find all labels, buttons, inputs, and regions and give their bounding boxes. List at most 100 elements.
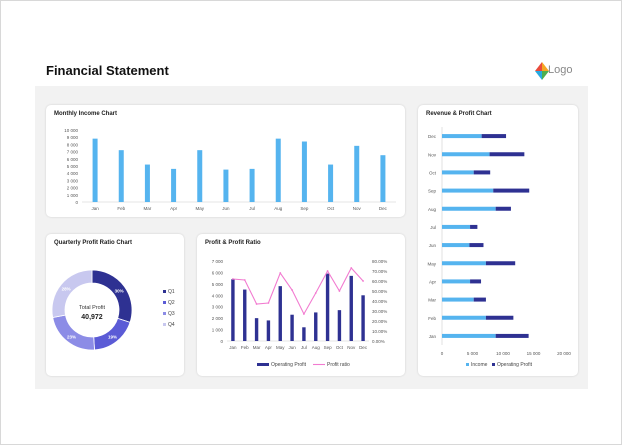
x-tick-label: Jan bbox=[229, 345, 237, 350]
bar bbox=[349, 275, 353, 341]
line-point bbox=[314, 292, 317, 294]
x-tick-label: Dec bbox=[379, 206, 388, 211]
legend-label: Operating Profit bbox=[497, 362, 533, 368]
bar bbox=[325, 273, 330, 341]
x-tick-label: 10 000 bbox=[496, 351, 510, 356]
y2-tick-label: 70.00% bbox=[372, 269, 387, 274]
slice-label: 28% bbox=[62, 287, 71, 292]
profit-ratio-title: Profit & Profit Ratio bbox=[205, 240, 261, 246]
bar bbox=[223, 169, 229, 202]
x-tick-label: Apr bbox=[170, 206, 178, 211]
x-tick-label: Jul bbox=[301, 345, 307, 350]
y-tick-label: 7 000 bbox=[212, 259, 224, 264]
quarterly-profit-card: Quarterly Profit Ratio Chart 30% 19% 23% 28… bbox=[46, 234, 184, 376]
monthly-income-card: Monthly Income Chart 0 1 000 2 000 3 000 4 0… bbox=[46, 105, 405, 217]
bar bbox=[380, 155, 386, 202]
profit-bar bbox=[485, 315, 514, 320]
profit-bar bbox=[469, 243, 484, 248]
line-point bbox=[338, 290, 341, 292]
y-tick-label: 4 000 bbox=[212, 293, 224, 298]
y2-tick-label: 40.00% bbox=[372, 299, 387, 304]
y-tick-label: Jan bbox=[429, 334, 437, 339]
bar bbox=[314, 312, 318, 341]
x-tick-label: 0 bbox=[441, 351, 444, 356]
line-point bbox=[267, 302, 270, 304]
profit-ratio-line bbox=[232, 267, 364, 316]
logo-icon bbox=[535, 62, 549, 80]
income-bar bbox=[442, 333, 496, 338]
bar bbox=[290, 314, 294, 341]
donut-slice bbox=[51, 269, 93, 318]
x-tick-label: Sep bbox=[300, 206, 309, 211]
x-tick-label: Aug bbox=[312, 345, 321, 350]
income-bar bbox=[442, 188, 494, 193]
legend-label: Q4 bbox=[168, 322, 175, 328]
bar bbox=[275, 138, 281, 202]
x-tick-label: Jun bbox=[288, 345, 296, 350]
x-tick-label: May bbox=[276, 345, 285, 350]
bar bbox=[266, 320, 271, 341]
bar bbox=[118, 150, 124, 202]
legend-label: Profit ratio bbox=[327, 362, 350, 368]
x-tick-label: Nov bbox=[353, 206, 362, 211]
x-tick-label: 5 000 bbox=[467, 351, 479, 356]
y-tick-label: Mar bbox=[428, 298, 436, 303]
bar bbox=[354, 145, 360, 202]
x-tick-label: 20 000 bbox=[557, 351, 571, 356]
bar bbox=[302, 327, 306, 341]
income-bar bbox=[442, 279, 471, 284]
bar bbox=[231, 279, 235, 341]
profit-bar bbox=[470, 279, 482, 284]
y2-tick-label: 10.00% bbox=[372, 329, 387, 334]
bar bbox=[243, 289, 247, 341]
legend-label: Q1 bbox=[168, 289, 175, 295]
income-bar bbox=[442, 261, 486, 266]
profit-bar bbox=[481, 134, 507, 139]
x-tick-label: Nov bbox=[347, 345, 356, 350]
y-tick-label: Apr bbox=[429, 279, 437, 284]
slice-label: 23% bbox=[67, 334, 76, 339]
profit-bar bbox=[495, 206, 511, 211]
line-point bbox=[303, 313, 305, 315]
y-tick-label: Nov bbox=[428, 152, 437, 157]
bar bbox=[301, 141, 307, 202]
profit-ratio-card: Profit & Profit Ratio 0 1 000 2 000 3 000 4 … bbox=[197, 234, 405, 376]
profit-bar bbox=[470, 224, 478, 229]
quarterly-profit-chart: 30% 19% 23% 28% Total Profit 40,972 Q1 Q2 Q3 Q4 bbox=[51, 269, 175, 351]
x-tick-label: May bbox=[195, 206, 204, 211]
y-tick-label: 0 bbox=[220, 339, 223, 344]
line-point bbox=[232, 278, 234, 280]
profit-bar bbox=[495, 333, 529, 338]
x-tick-label: Oct bbox=[327, 206, 335, 211]
y-tick-label: 6 000 bbox=[67, 157, 79, 162]
x-tick-label: Jul bbox=[249, 206, 255, 211]
y2-tick-label: 50.00% bbox=[372, 289, 387, 294]
x-tick-label: Apr bbox=[265, 345, 273, 350]
legend-label: Income bbox=[471, 362, 488, 368]
monthly-income-chart: 0 1 000 2 000 3 000 4 000 5 000 6 000 7 000 8 00… bbox=[64, 128, 396, 211]
bar bbox=[254, 318, 259, 341]
x-tick-label: Oct bbox=[336, 345, 344, 350]
bar bbox=[197, 150, 203, 202]
x-tick-label: Feb bbox=[117, 206, 125, 211]
y-tick-label: 10 000 bbox=[64, 128, 78, 133]
y-tick-label: Jul bbox=[430, 225, 436, 230]
bar bbox=[249, 168, 255, 202]
logo-label: Logo bbox=[548, 64, 573, 76]
quarterly-profit-title: Quarterly Profit Ratio Chart bbox=[54, 240, 133, 246]
profit-bar bbox=[473, 297, 486, 302]
line-point bbox=[350, 267, 353, 269]
legend-swatch bbox=[163, 323, 166, 326]
bar bbox=[144, 164, 150, 202]
profit-bar bbox=[493, 188, 530, 193]
y-tick-label: 6 000 bbox=[212, 270, 224, 275]
center-value: 40,972 bbox=[81, 314, 103, 321]
legend-swatch bbox=[466, 363, 469, 366]
slice-label: 30% bbox=[115, 288, 124, 293]
x-tick-label: Jun bbox=[222, 206, 230, 211]
bar bbox=[328, 164, 334, 202]
profit-bar bbox=[473, 170, 491, 175]
y-tick-label: Oct bbox=[429, 170, 437, 175]
legend-label: Q3 bbox=[168, 311, 175, 317]
profit-ratio-chart: 0 1 000 2 000 3 000 4 000 5 000 6 000 7 000 0.00… bbox=[212, 259, 388, 368]
